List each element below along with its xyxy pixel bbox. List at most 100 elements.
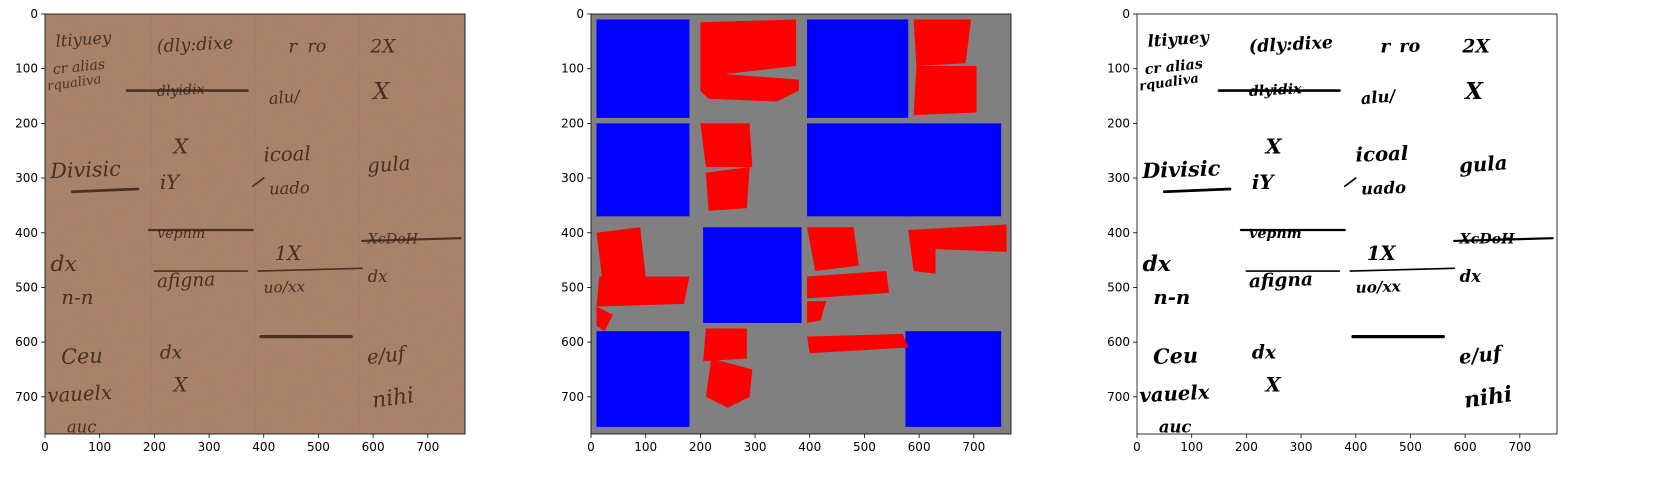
handwriting-word: icoal bbox=[1355, 142, 1409, 167]
handwriting-word: 2X bbox=[369, 36, 396, 57]
mask-block bbox=[807, 123, 909, 217]
handwriting-word: afigna bbox=[157, 269, 216, 292]
ink-stroke bbox=[70, 187, 140, 194]
handwriting-word: r bbox=[1380, 36, 1391, 57]
y-tick-label: 100 bbox=[561, 62, 584, 76]
handwriting-word: dx bbox=[160, 343, 183, 364]
handwriting-word: vauelx bbox=[1139, 381, 1211, 408]
y-tick-label: 500 bbox=[15, 280, 38, 294]
handwriting-word: 1X bbox=[1367, 242, 1397, 265]
handwriting-word: X bbox=[371, 79, 391, 105]
handwriting-word: nihi bbox=[370, 383, 415, 414]
x-tick-label: 300 bbox=[744, 440, 767, 454]
y-tick-label: 700 bbox=[15, 390, 38, 404]
handwriting-word: cr alias bbox=[52, 57, 106, 78]
handwriting-word: X bbox=[1264, 373, 1282, 396]
mask-block bbox=[596, 19, 690, 118]
mask-region bbox=[596, 306, 613, 332]
handwriting-word: gula bbox=[1458, 151, 1508, 177]
mask-region bbox=[807, 271, 890, 299]
handwriting-word: uado bbox=[1361, 178, 1407, 199]
handwriting-word: Ceu bbox=[61, 344, 103, 369]
handwriting-word: dlyidix bbox=[1248, 81, 1302, 100]
mask-region bbox=[913, 65, 977, 116]
handwriting-word: e/uf bbox=[366, 342, 410, 369]
x-tick-label: 0 bbox=[41, 440, 49, 454]
handwriting-word: n-n bbox=[1153, 286, 1190, 309]
x-tick-label: 200 bbox=[143, 440, 166, 454]
handwriting-word: Divisic bbox=[49, 157, 122, 183]
handwriting-word: Ceu bbox=[1153, 342, 1199, 369]
handwriting-word: alu/ bbox=[268, 86, 302, 108]
x-tick-label: 400 bbox=[252, 440, 275, 454]
mask-block bbox=[596, 123, 690, 217]
mask-block bbox=[807, 19, 909, 118]
x-tick-label: 700 bbox=[1508, 440, 1531, 454]
x-tick-label: 400 bbox=[1344, 440, 1367, 454]
region-mask-panel: 0 100 200 300 400 500 600 700 0 100 200 300 400 500 60… bbox=[561, 7, 1012, 454]
handwriting-word: uo/xx bbox=[263, 277, 305, 296]
handwriting-word: r bbox=[288, 36, 298, 57]
mask-block bbox=[596, 331, 690, 427]
y-tick-label: 600 bbox=[15, 335, 38, 349]
y-tick-label: 300 bbox=[15, 171, 38, 185]
y-tick-label: 200 bbox=[15, 116, 38, 130]
axes-frame bbox=[590, 13, 1012, 435]
ink-stroke bbox=[1453, 237, 1554, 243]
y-tick-label: 700 bbox=[561, 390, 584, 404]
handwriting-word: auc bbox=[1159, 417, 1192, 436]
handwriting-word: dx bbox=[50, 252, 76, 277]
handwriting-word: dx bbox=[1252, 343, 1277, 364]
x-tick-label: 400 bbox=[798, 440, 821, 454]
handwriting-word: X bbox=[172, 373, 189, 396]
mask-region bbox=[807, 301, 827, 323]
mask-region bbox=[700, 123, 753, 168]
handwriting-word: iY bbox=[1252, 171, 1275, 194]
handwriting-word: vauelx bbox=[47, 381, 113, 407]
y-tick-label: 0 bbox=[1122, 7, 1130, 21]
axes-frame bbox=[1136, 13, 1558, 435]
handwriting-word: X bbox=[1264, 133, 1283, 158]
handwriting-word: iY bbox=[160, 171, 181, 194]
x-tick-label: 600 bbox=[908, 440, 931, 454]
y-tick-label: 600 bbox=[561, 335, 584, 349]
handwriting-word: icoal bbox=[263, 142, 311, 167]
x-tick-label: 100 bbox=[1180, 440, 1203, 454]
handwriting-word: dx bbox=[1142, 251, 1171, 277]
handwriting-word: (dly:dixe bbox=[156, 33, 233, 57]
mask-region bbox=[807, 227, 859, 272]
y-tick-label: 700 bbox=[1107, 390, 1130, 404]
y-tick-label: 200 bbox=[561, 116, 584, 130]
x-tick-label: 100 bbox=[88, 440, 111, 454]
handwriting-word: uado bbox=[269, 178, 310, 198]
x-tick-label: 200 bbox=[689, 440, 712, 454]
x-tick-label: 700 bbox=[962, 440, 985, 454]
handwriting-word: auc bbox=[67, 417, 97, 436]
handwriting-word: ro bbox=[307, 37, 327, 58]
handwriting-word: X bbox=[1463, 78, 1484, 105]
ink-stroke bbox=[1349, 267, 1456, 272]
handwriting-word: uo/xx bbox=[1355, 277, 1402, 297]
x-tick-label: 700 bbox=[416, 440, 439, 454]
handwriting-word: (dly:dixe bbox=[1248, 33, 1333, 57]
handwriting-word: afigna bbox=[1249, 269, 1314, 292]
handwriting-word: 2X bbox=[1461, 36, 1491, 57]
y-tick-label: 400 bbox=[1107, 226, 1130, 240]
x-tick-label: 100 bbox=[634, 440, 657, 454]
x-tick-label: 500 bbox=[307, 440, 330, 454]
y-tick-label: 200 bbox=[1107, 116, 1130, 130]
handwriting-word: dx bbox=[368, 267, 388, 286]
handwriting-word: dx bbox=[1460, 267, 1481, 286]
x-tick-label: 300 bbox=[198, 440, 221, 454]
handwriting-word: X bbox=[172, 134, 190, 158]
y-tick-label: 500 bbox=[1107, 280, 1130, 294]
handwriting-word: ro bbox=[1399, 37, 1421, 58]
mask-block bbox=[905, 331, 1002, 427]
ink-stroke bbox=[1162, 187, 1232, 194]
mask-region bbox=[703, 328, 747, 362]
mask-region bbox=[705, 358, 753, 408]
y-tick-label: 100 bbox=[15, 62, 38, 76]
handwriting-word: XcDoH bbox=[367, 232, 419, 248]
